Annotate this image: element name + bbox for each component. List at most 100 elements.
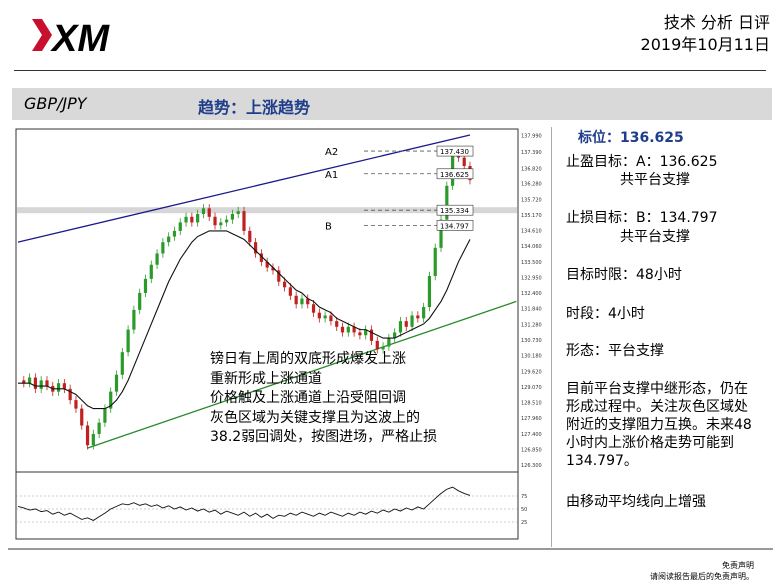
candle-body (22, 380, 26, 384)
candle-body (132, 309, 136, 330)
candle-body (364, 329, 368, 336)
level-label: A1 (325, 170, 338, 181)
note-line-5: 38.2弱回调处，按图进场，严格止损 (210, 429, 438, 445)
candle-body (265, 261, 269, 268)
candle-body (410, 315, 414, 327)
osc-level-label: 50 (521, 507, 527, 513)
candle-body (294, 295, 298, 305)
price-chart-area: 137.990 137.390 136.820 136.280 135.720 135.1… (12, 127, 547, 547)
level-box (436, 145, 474, 157)
analysis-note: 镑日有上周的双底形成爆发上涨 重新形成上涨通道 价格触及上涨通道上沿受阻回调 灰… (210, 350, 437, 448)
candle-body (172, 230, 177, 237)
candle-body (300, 298, 304, 305)
comment-line-5: 134.797。 (566, 453, 638, 469)
candle-body (219, 222, 223, 226)
ma-note: 由移动平均线向上增强 (566, 494, 706, 510)
candle-body (277, 270, 281, 282)
price-tick-label: 137.990 (521, 133, 542, 139)
price-tick-label: 127.400 (521, 432, 542, 438)
candle-body (323, 315, 327, 319)
candle-body (143, 278, 148, 293)
candle-body (201, 208, 206, 214)
stop-loss-note: 共平台支撑 (620, 229, 690, 245)
report-header: 技术 分析 日评 2019年10月11日 (641, 12, 770, 56)
price-tick-label: 129.070 (521, 385, 542, 391)
candle-body (196, 213, 200, 223)
take-profit-note: 共平台支撑 (620, 172, 690, 188)
candle-body (190, 216, 194, 223)
candle-body (103, 408, 107, 423)
xm-logo: XM (32, 18, 110, 59)
candle-body (114, 374, 119, 392)
target-level: 标位：136.625 (578, 130, 684, 146)
comment-line-1: 目前平台支撑中继形态，仍在 (566, 381, 748, 397)
currency-pair: GBP/JPY (24, 94, 87, 113)
report-date: 2019年10月11日 (640, 35, 770, 54)
price-tick-label: 132.950 (521, 275, 542, 281)
pattern: 形态：平台支撑 (566, 343, 664, 359)
candle-body (427, 276, 432, 308)
note-line-4: 灰色区域为关键支撑且为这波上的 (210, 409, 420, 426)
candle-body (259, 253, 263, 262)
note-line-1: 镑日有上周的双底形成爆发上涨 (210, 351, 406, 367)
candle-body (445, 185, 449, 220)
oscillator-line (17, 486, 471, 521)
price-tick-label: 130.730 (521, 338, 542, 344)
moving-average-line (18, 230, 471, 410)
chart-frame (15, 128, 519, 540)
candle-body (340, 326, 345, 333)
candle-body (138, 292, 142, 310)
osc-level-label: 25 (521, 520, 527, 526)
candle-body (33, 377, 37, 389)
candle-body (178, 222, 182, 231)
candle-body (167, 236, 171, 243)
price-tick-label: 136.820 (521, 166, 542, 172)
channel-upper-line (17, 134, 471, 243)
price-tick-label: 131.280 (521, 323, 542, 329)
price-tick-label: 137.390 (521, 150, 542, 156)
price-tick-label: 135.170 (521, 213, 542, 219)
candle-body (74, 400, 78, 409)
price-tick-label: 132.400 (521, 291, 542, 297)
candle-body (62, 383, 66, 389)
candle-body (288, 287, 292, 296)
candle-body (207, 208, 211, 217)
candle-body (126, 329, 130, 353)
candle-body (393, 332, 397, 339)
candle-body (311, 304, 316, 313)
channel-lower-line (87, 300, 517, 449)
trend-label: 趋势：上涨趋势 (198, 98, 311, 117)
price-tick-label: 134.610 (521, 229, 542, 235)
level-label: B (325, 221, 332, 232)
time-period: 时段：4小时 (566, 306, 645, 322)
candle-body (45, 380, 49, 387)
candle-body (422, 307, 426, 319)
price-tick-label: 133.500 (521, 260, 542, 266)
support-zone (17, 207, 517, 214)
candle-body (184, 216, 188, 223)
candle-body (97, 422, 101, 434)
candle-body (416, 315, 420, 319)
comment-line-4: 小时内上涨价格走势可能到 (566, 435, 734, 451)
level-value: 136.625 (440, 171, 469, 179)
price-tick-label: 127.960 (521, 416, 542, 422)
take-profit: 止盈目标：A：136.625 (566, 154, 718, 170)
comment-line-3: 附近的支撑阻力互换。未来48 (566, 417, 752, 433)
title-band: GBP/JPY 趋势：上涨趋势 (12, 88, 772, 120)
candle-body (85, 425, 90, 446)
candle-body (329, 315, 333, 322)
candle-body (27, 377, 32, 384)
candle-body (335, 321, 339, 327)
price-tick-label: 134.060 (521, 244, 542, 250)
candle-body (346, 326, 350, 333)
candle-body (236, 211, 240, 214)
candle-body (225, 219, 229, 223)
candle-body (149, 264, 153, 279)
candle-body (352, 326, 356, 333)
candle-body (306, 298, 310, 305)
candle-body (375, 340, 379, 350)
price-tick-label: 126.850 (521, 447, 542, 453)
report-type: 技术 分析 日评 (663, 13, 770, 32)
note-line-2: 重新形成上涨通道 (210, 370, 322, 387)
candle-body (398, 321, 403, 333)
